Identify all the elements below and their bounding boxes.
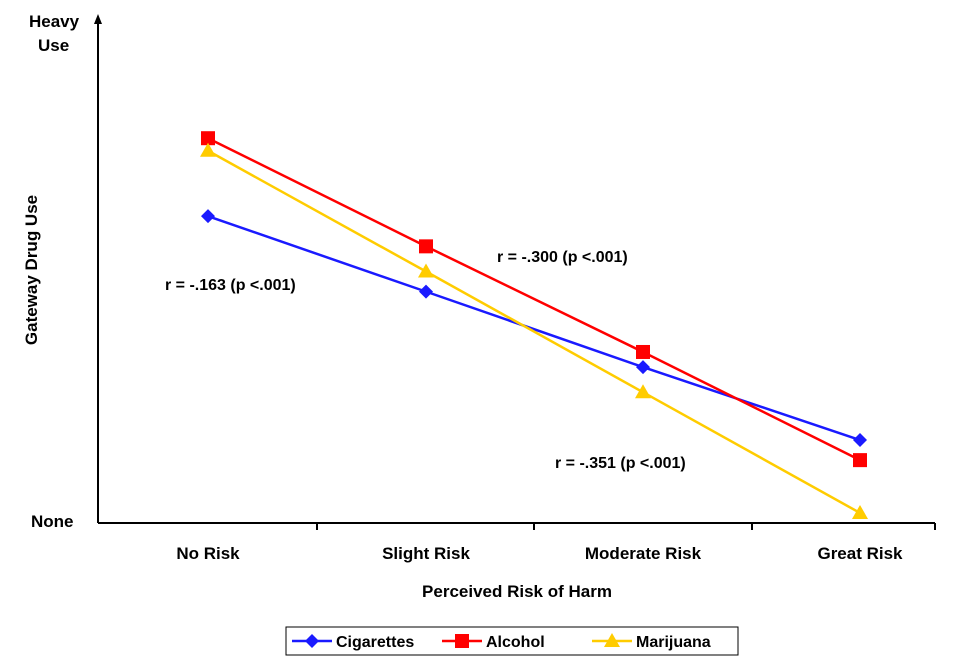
point-cigarettes-1 bbox=[419, 284, 433, 299]
point-marijuana-3 bbox=[852, 504, 868, 519]
point-alcohol-2 bbox=[636, 344, 650, 359]
legend-marker-alcohol bbox=[455, 634, 469, 648]
x-axis-title: Perceived Risk of Harm bbox=[422, 582, 612, 601]
series-line-marijuana bbox=[207, 149, 861, 515]
legend-marker-marijuana bbox=[604, 633, 620, 647]
point-marijuana-1 bbox=[418, 263, 434, 278]
y-tick-label-top-line1: Heavy bbox=[29, 12, 80, 31]
y-axis-title: Gateway Drug Use bbox=[22, 195, 41, 345]
series-layer bbox=[200, 131, 868, 519]
legend-label-alcohol: Alcohol bbox=[486, 634, 545, 651]
point-cigarettes-0 bbox=[201, 209, 215, 224]
legend: Cigarettes Alcohol Marijuana bbox=[285, 626, 739, 656]
y-tick-label-top-line2: Use bbox=[38, 36, 69, 55]
x-tick-label-slight-risk: Slight Risk bbox=[382, 544, 470, 563]
point-alcohol-3 bbox=[853, 453, 867, 468]
legend-label-cigarettes: Cigarettes bbox=[336, 634, 414, 651]
point-alcohol-0 bbox=[201, 131, 215, 146]
point-alcohol-1 bbox=[419, 239, 433, 254]
point-cigarettes-2 bbox=[636, 360, 650, 375]
y-axis-arrow bbox=[94, 14, 102, 24]
x-tick-label-great-risk: Great Risk bbox=[817, 544, 903, 563]
series-line-alcohol bbox=[207, 137, 861, 462]
point-cigarettes-3 bbox=[853, 433, 867, 448]
legend-items: Cigarettes Alcohol Marijuana bbox=[292, 633, 711, 651]
legend-box bbox=[285, 626, 739, 656]
annotation-marijuana: r = -.351 (p <.001) bbox=[555, 455, 686, 472]
annotation-alcohol: r = -.300 (p <.001) bbox=[497, 249, 628, 266]
x-tick-label-no-risk: No Risk bbox=[176, 544, 240, 563]
legend-label-marijuana: Marijuana bbox=[636, 634, 711, 651]
y-tick-label-bottom: None bbox=[31, 512, 74, 531]
x-axis-ticks bbox=[316, 523, 936, 530]
x-tick-label-moderate-risk: Moderate Risk bbox=[585, 544, 702, 563]
annotation-cigarettes: r = -.163 (p <.001) bbox=[165, 277, 296, 294]
point-marijuana-2 bbox=[635, 384, 651, 399]
point-marijuana-0 bbox=[200, 142, 216, 157]
legend-marker-cigarettes bbox=[305, 634, 319, 648]
series-line-cigarettes bbox=[207, 214, 861, 442]
